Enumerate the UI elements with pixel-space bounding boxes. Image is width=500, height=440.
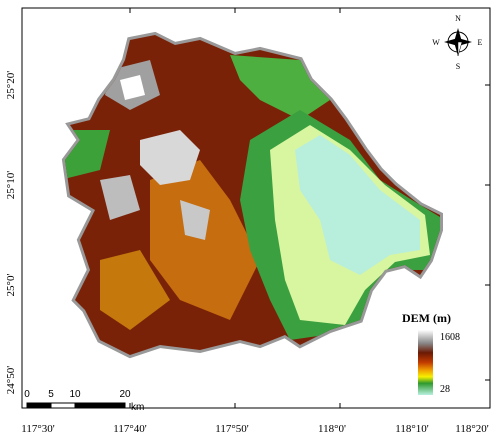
x-axis-label: 117°30' bbox=[21, 423, 54, 435]
compass-north: N bbox=[455, 14, 461, 23]
compass: N S W E bbox=[432, 14, 482, 71]
scale-bar: 0 5 10 20 km bbox=[24, 389, 144, 413]
dem-terrain bbox=[61, 31, 443, 359]
legend-title: DEM (m) bbox=[402, 311, 451, 325]
compass-south: S bbox=[456, 62, 460, 71]
y-axis-label: 25°0' bbox=[5, 274, 17, 297]
frame-ticks bbox=[129, 8, 490, 408]
compass-east: E bbox=[478, 38, 483, 47]
x-axis-label: 117°40' bbox=[113, 423, 146, 435]
x-axis-label: 117°50' bbox=[215, 423, 248, 435]
scale-unit: km bbox=[131, 402, 144, 413]
y-axis-label: 25°20' bbox=[5, 71, 17, 99]
y-axis-label: 24°50' bbox=[5, 366, 17, 394]
compass-west: W bbox=[432, 38, 440, 47]
scale-label: 0 bbox=[24, 389, 30, 400]
legend-min: 28 bbox=[440, 384, 450, 395]
y-axis-label: 25°10' bbox=[5, 171, 17, 199]
scale-label: 20 bbox=[119, 389, 131, 400]
x-axis-label: 118°20' bbox=[455, 423, 488, 435]
y-axis-labels: 25°20' 25°10' 25°0' 24°50' bbox=[5, 71, 17, 394]
x-axis-label: 118°0' bbox=[318, 423, 346, 435]
legend: DEM (m) 1608 28 bbox=[402, 311, 460, 395]
scale-label: 5 bbox=[48, 389, 54, 400]
x-axis-labels: 117°30' 117°40' 117°50' 118°0' 118°10' 1… bbox=[21, 423, 488, 435]
legend-ramp bbox=[418, 330, 433, 395]
map-frame bbox=[21, 7, 491, 409]
scale-label: 10 bbox=[69, 389, 81, 400]
x-axis-label: 118°10' bbox=[395, 423, 428, 435]
legend-max: 1608 bbox=[440, 332, 460, 343]
